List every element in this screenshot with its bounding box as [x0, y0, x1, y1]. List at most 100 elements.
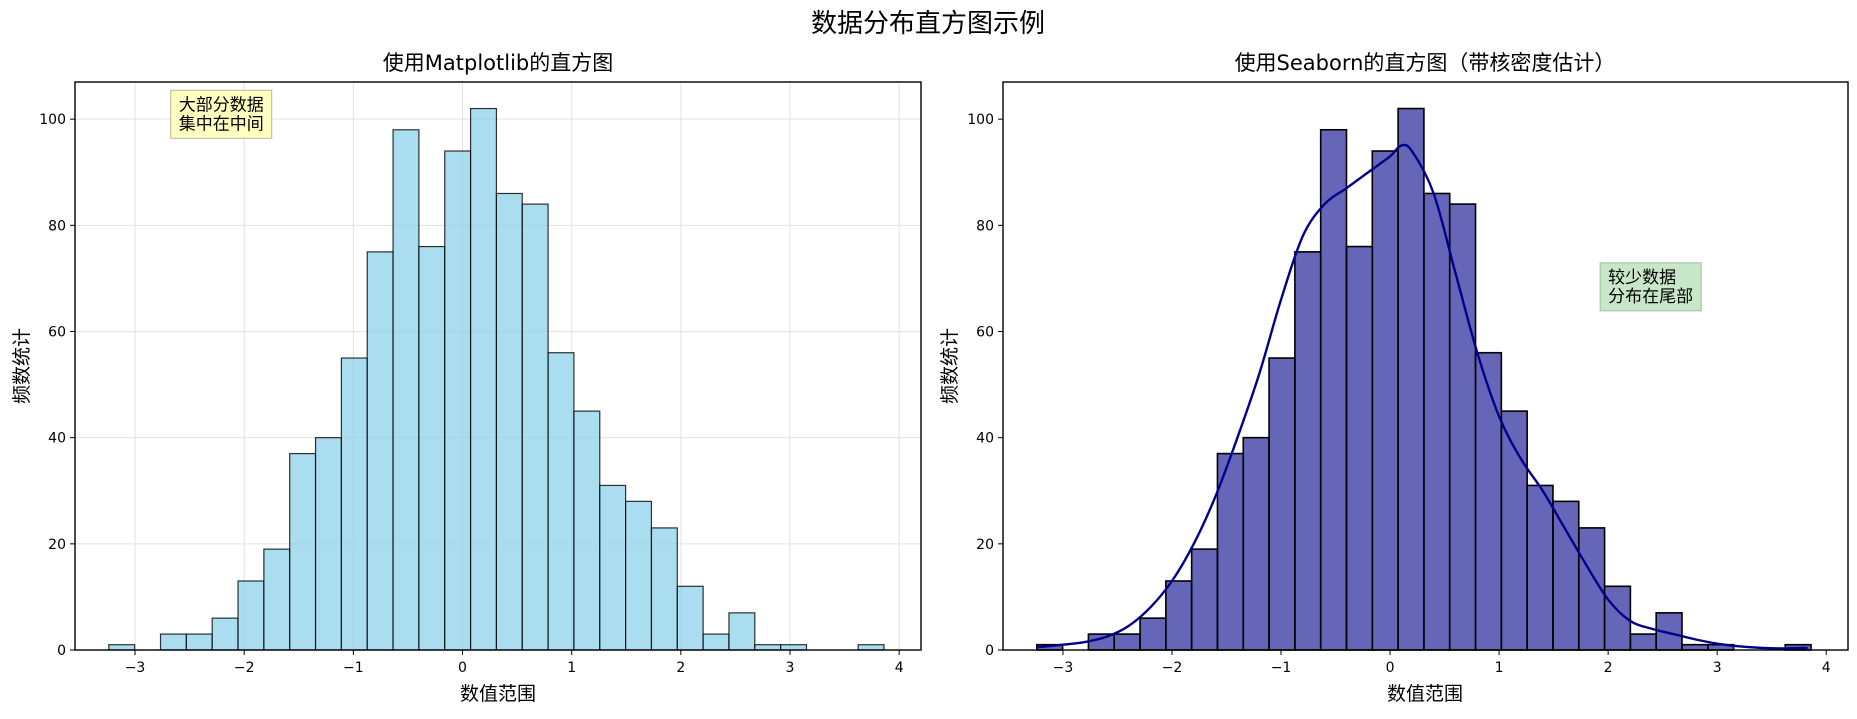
seaborn-xtick-label: −1: [1271, 660, 1292, 676]
seaborn-ytick-label: 0: [985, 643, 994, 659]
matplotlib-x-axis-label: 数值范围: [460, 683, 536, 705]
matplotlib-bar: [676, 585, 704, 651]
seaborn-xtick-label: 4: [1822, 660, 1831, 676]
matplotlib-histogram-panel: 使用Matplotlib的直方图 −3 −2 −1 0 1 2 3 4020406080100…: [11, 51, 922, 705]
matplotlib-bar: [418, 245, 446, 651]
seaborn-xtick-label: 2: [1604, 660, 1613, 676]
seaborn-bar: [1319, 128, 1348, 651]
matplotlib-bar: [469, 107, 498, 651]
seaborn-ytick-label: 20: [976, 537, 994, 553]
matplotlib-ytick-label: 40: [48, 431, 66, 447]
seaborn-bar: [1629, 633, 1657, 651]
matplotlib-bar: [599, 484, 627, 651]
seaborn-y-axis-label: 频数统计: [939, 328, 961, 404]
matplotlib-ytick-label: 60: [48, 324, 66, 340]
seaborn-xtick-label: −2: [1162, 660, 1183, 676]
matplotlib-bar: [521, 203, 549, 651]
matplotlib-bars: [108, 107, 885, 651]
matplotlib-ytick-label: 20: [48, 537, 66, 553]
matplotlib-bar: [857, 644, 885, 651]
seaborn-bar: [1500, 410, 1528, 651]
seaborn-bar: [1139, 617, 1167, 651]
matplotlib-bar: [392, 129, 420, 651]
matplotlib-bar: [289, 452, 317, 651]
matplotlib-bar: [625, 500, 653, 651]
matplotlib-bar: [728, 612, 756, 651]
matplotlib-bar: [314, 437, 342, 651]
matplotlib-annotation-line-1: 大部分数据: [179, 95, 264, 115]
matplotlib-histogram-title: 使用Matplotlib的直方图: [383, 51, 613, 75]
seaborn-histogram-panel: 使用Seaborn的直方图（带核密度估计） −3 −2 −1 0 1 2 3 40204060…: [939, 51, 1849, 705]
seaborn-xtick-label: 0: [1386, 660, 1395, 676]
seaborn-annotation-line-1: 较少数据: [1608, 268, 1676, 288]
matplotlib-xtick-label: 4: [895, 660, 904, 676]
matplotlib-bar: [547, 352, 575, 651]
seaborn-bar: [1294, 251, 1322, 651]
seaborn-bar: [1423, 192, 1451, 651]
seaborn-bar: [1397, 107, 1425, 651]
matplotlib-xtick-label: 3: [786, 660, 795, 676]
matplotlib-xtick-label: −2: [234, 660, 255, 676]
matplotlib-bar: [108, 644, 136, 651]
seaborn-bar: [1681, 643, 1709, 651]
seaborn-bar: [1345, 245, 1374, 651]
seaborn-bar: [1474, 351, 1503, 651]
matplotlib-bar: [263, 548, 291, 651]
matplotlib-bar: [444, 150, 472, 651]
seaborn-annotation-line-2: 分布在尾部: [1608, 287, 1693, 307]
matplotlib-bar: [340, 357, 368, 651]
seaborn-xtick-label: −3: [1053, 660, 1074, 676]
matplotlib-bar: [211, 617, 239, 651]
matplotlib-ytick-label: 0: [57, 643, 66, 659]
seaborn-bar: [1190, 548, 1219, 651]
seaborn-bar: [1526, 484, 1554, 651]
matplotlib-bar: [185, 633, 213, 651]
matplotlib-bar: [495, 192, 523, 651]
seaborn-axes-frame: [1002, 81, 1849, 651]
seaborn-bar: [1242, 436, 1270, 651]
seaborn-bar: [1552, 500, 1580, 651]
seaborn-bar: [1371, 150, 1399, 651]
matplotlib-xtick-label: −1: [343, 660, 364, 676]
matplotlib-bar: [366, 251, 394, 651]
matplotlib-annotation-box: [170, 89, 273, 139]
seaborn-ytick-label: 60: [976, 324, 994, 340]
matplotlib-xtick-label: 1: [567, 660, 576, 676]
matplotlib-bar: [702, 633, 730, 651]
matplotlib-bar: [237, 580, 265, 651]
seaborn-ytick-label: 40: [976, 431, 994, 447]
seaborn-bars: [1036, 107, 1812, 651]
matplotlib-ytick-label: 80: [48, 218, 66, 234]
matplotlib-xtick-label: 0: [458, 660, 467, 676]
matplotlib-y-axis-label: 频数统计: [11, 328, 33, 404]
seaborn-bar: [1448, 203, 1477, 651]
seaborn-xtick-label: 1: [1495, 660, 1504, 676]
seaborn-annotation: 较少数据 分布在尾部: [1599, 262, 1702, 312]
seaborn-ytick-label: 80: [976, 218, 994, 234]
matplotlib-bar: [780, 644, 808, 651]
matplotlib-ytick-label: 100: [39, 112, 66, 128]
seaborn-ytick-label: 100: [967, 112, 994, 128]
seaborn-bar: [1113, 633, 1141, 651]
matplotlib-bar: [650, 527, 678, 651]
matplotlib-xtick-label: −3: [125, 660, 146, 676]
matplotlib-bar: [573, 410, 601, 651]
seaborn-bar: [1216, 452, 1245, 651]
seaborn-annotation-box: [1599, 262, 1702, 312]
figure-suptitle: 数据分布直方图示例: [811, 9, 1045, 39]
matplotlib-bar: [159, 633, 187, 651]
seaborn-xtick-label: 3: [1713, 660, 1722, 676]
matplotlib-annotation-line-2: 集中在中间: [179, 114, 264, 134]
seaborn-x-axis-label: 数值范围: [1387, 683, 1463, 705]
seaborn-bar: [1165, 580, 1193, 651]
matplotlib-xtick-label: 2: [676, 660, 685, 676]
matplotlib-axes-frame: [74, 81, 922, 651]
matplotlib-annotation: 大部分数据 集中在中间: [170, 89, 273, 139]
seaborn-kde-curve: [1036, 143, 1808, 650]
matplotlib-bar: [754, 644, 782, 651]
seaborn-bar: [1268, 357, 1296, 651]
seaborn-histogram-title: 使用Seaborn的直方图（带核密度估计）: [1235, 51, 1616, 75]
